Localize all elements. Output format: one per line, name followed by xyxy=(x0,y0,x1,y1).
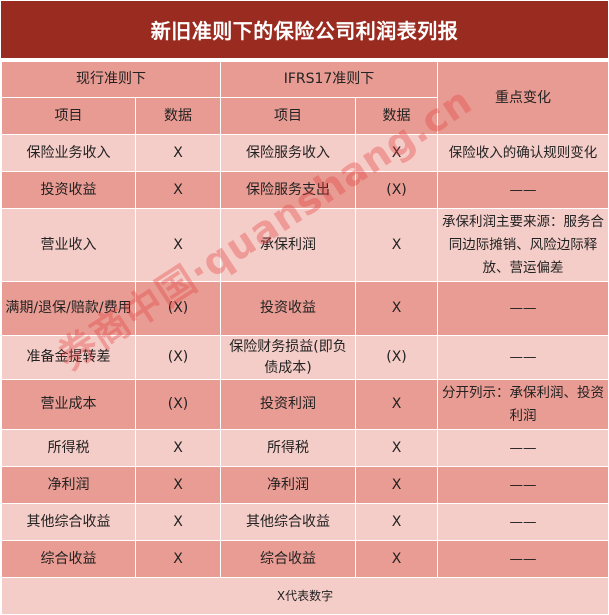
current-data-cell: X xyxy=(135,429,221,467)
current-item-cell: 营业收入 xyxy=(1,208,136,282)
table-row: 投资收益 X 保险服务支出 (X) —— xyxy=(1,171,609,209)
header-data: 数据 xyxy=(355,97,438,135)
key-change-cell: —— xyxy=(437,281,609,336)
ifrs17-item-cell: 承保利润 xyxy=(220,208,356,282)
current-data-cell: X xyxy=(135,134,221,172)
table-row: 所得税 X 所得税 X —— xyxy=(1,429,609,467)
footer-note: X代表数字 xyxy=(1,577,609,615)
table-row: 其他综合收益 X 其他综合收益 X —— xyxy=(1,503,609,541)
table-row: 保险业务收入 X 保险服务收入 X 保险收入的确认规则变化 xyxy=(1,134,609,172)
ifrs17-data-cell: X xyxy=(355,503,438,541)
ifrs17-data-cell: X xyxy=(355,379,438,430)
key-change-cell: —— xyxy=(437,335,609,380)
ifrs17-item-cell: 净利润 xyxy=(220,466,356,504)
table-row: 营业成本 (X) 投资利润 X 分开列示：承保利润、投资利润 xyxy=(1,379,609,430)
current-item-cell: 综合收益 xyxy=(1,540,136,578)
current-item-cell: 投资收益 xyxy=(1,171,136,209)
current-data-cell: (X) xyxy=(135,379,221,430)
table-row: 综合收益 X 综合收益 X —— xyxy=(1,540,609,578)
ifrs17-item-cell: 保险服务支出 xyxy=(220,171,356,209)
current-item-cell: 营业成本 xyxy=(1,379,136,430)
header-current-standard: 现行准则下 xyxy=(1,61,221,98)
current-item-cell: 其他综合收益 xyxy=(1,503,136,541)
key-change-cell: —— xyxy=(437,540,609,578)
current-item-cell: 满期/退保/赔款/费用 xyxy=(1,281,136,336)
current-data-cell: X xyxy=(135,208,221,282)
header-data: 数据 xyxy=(135,97,221,135)
header-key-changes: 重点变化 xyxy=(437,61,609,135)
ifrs17-data-cell: X xyxy=(355,429,438,467)
ifrs17-data-cell: X xyxy=(355,208,438,282)
header-ifrs17-standard: IFRS17准则下 xyxy=(220,61,438,98)
header-item: 项目 xyxy=(1,97,136,135)
key-change-cell: —— xyxy=(437,429,609,467)
ifrs17-data-cell: X xyxy=(355,134,438,172)
ifrs17-data-cell: (X) xyxy=(355,171,438,209)
ifrs17-item-cell: 保险服务收入 xyxy=(220,134,356,172)
ifrs17-data-cell: X xyxy=(355,466,438,504)
ifrs17-item-cell: 保险财务损益(即负债成本) xyxy=(220,335,356,380)
current-data-cell: X xyxy=(135,171,221,209)
key-change-cell: —— xyxy=(437,171,609,209)
current-item-cell: 所得税 xyxy=(1,429,136,467)
table-row: 净利润 X 净利润 X —— xyxy=(1,466,609,504)
current-data-cell: X xyxy=(135,540,221,578)
current-data-cell: (X) xyxy=(135,335,221,380)
ifrs17-data-cell: X xyxy=(355,540,438,578)
header-item: 项目 xyxy=(220,97,356,135)
ifrs17-item-cell: 所得税 xyxy=(220,429,356,467)
current-data-cell: X xyxy=(135,466,221,504)
ifrs17-item-cell: 投资利润 xyxy=(220,379,356,430)
current-data-cell: (X) xyxy=(135,281,221,336)
profit-statement-table: 现行准则下 IFRS17准则下 重点变化 项目 数据 项目 数据 保险业务收入 X… xyxy=(1,61,609,615)
current-item-cell: 净利润 xyxy=(1,466,136,504)
current-item-cell: 保险业务收入 xyxy=(1,134,136,172)
table-row: 准备金提转差 (X) 保险财务损益(即负债成本) (X) —— xyxy=(1,335,609,380)
key-change-cell: —— xyxy=(437,466,609,504)
table-row: 营业收入 X 承保利润 X 承保利润主要来源：服务合同边际摊销、风险边际释放、营运偏差 xyxy=(1,208,609,282)
ifrs17-item-cell: 投资收益 xyxy=(220,281,356,336)
table-row: 满期/退保/赔款/费用 (X) 投资收益 X —— xyxy=(1,281,609,336)
key-change-cell: 分开列示：承保利润、投资利润 xyxy=(437,379,609,430)
table-title: 新旧准则下的保险公司利润表列报 xyxy=(1,1,608,58)
ifrs17-item-cell: 综合收益 xyxy=(220,540,356,578)
key-change-cell: —— xyxy=(437,503,609,541)
current-item-cell: 准备金提转差 xyxy=(1,335,136,380)
ifrs17-data-cell: (X) xyxy=(355,335,438,380)
ifrs17-item-cell: 其他综合收益 xyxy=(220,503,356,541)
key-change-cell: 承保利润主要来源：服务合同边际摊销、风险边际释放、营运偏差 xyxy=(437,208,609,282)
key-change-cell: 保险收入的确认规则变化 xyxy=(437,134,609,172)
ifrs17-data-cell: X xyxy=(355,281,438,336)
current-data-cell: X xyxy=(135,503,221,541)
